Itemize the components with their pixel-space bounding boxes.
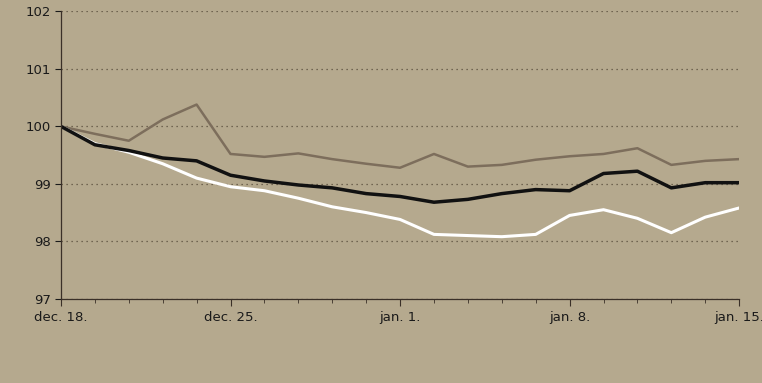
PLN/EUR [192,159,201,163]
CZK/EUR [192,102,201,107]
HUF/EUR [531,232,540,237]
Line: HUF/EUR: HUF/EUR [61,126,739,237]
CZK/EUR [56,124,66,129]
Line: CZK/EUR: CZK/EUR [61,105,739,168]
CZK/EUR [260,154,269,159]
HUF/EUR [124,150,133,155]
PLN/EUR [293,183,303,187]
CZK/EUR [565,154,575,159]
Line: PLN/EUR: PLN/EUR [61,126,739,202]
HUF/EUR [361,210,370,215]
HUF/EUR [701,215,710,219]
HUF/EUR [632,216,642,221]
CZK/EUR [497,163,506,167]
HUF/EUR [192,176,201,180]
CZK/EUR [293,151,303,155]
PLN/EUR [735,180,744,185]
PLN/EUR [90,142,99,147]
PLN/EUR [429,200,438,205]
CZK/EUR [701,159,710,163]
CZK/EUR [632,146,642,151]
HUF/EUR [667,230,676,235]
PLN/EUR [124,148,133,153]
HUF/EUR [328,205,337,209]
CZK/EUR [531,157,540,162]
HUF/EUR [429,232,438,237]
HUF/EUR [260,188,269,193]
HUF/EUR [565,213,575,218]
PLN/EUR [260,179,269,183]
PLN/EUR [565,188,575,193]
HUF/EUR [497,234,506,239]
PLN/EUR [497,191,506,196]
HUF/EUR [395,217,405,222]
CZK/EUR [667,163,676,167]
PLN/EUR [531,187,540,192]
PLN/EUR [361,191,370,196]
HUF/EUR [56,124,66,129]
CZK/EUR [226,152,235,156]
HUF/EUR [90,141,99,146]
PLN/EUR [599,171,608,176]
HUF/EUR [735,206,744,210]
PLN/EUR [701,180,710,185]
PLN/EUR [226,173,235,177]
HUF/EUR [158,162,168,166]
CZK/EUR [463,164,472,169]
CZK/EUR [395,165,405,170]
PLN/EUR [56,124,66,129]
PLN/EUR [395,194,405,199]
PLN/EUR [328,185,337,190]
CZK/EUR [90,131,99,136]
HUF/EUR [599,208,608,212]
CZK/EUR [735,157,744,161]
HUF/EUR [463,233,472,238]
PLN/EUR [632,169,642,173]
CZK/EUR [429,152,438,156]
PLN/EUR [158,156,168,160]
HUF/EUR [293,196,303,201]
CZK/EUR [124,138,133,143]
CZK/EUR [361,162,370,166]
CZK/EUR [158,117,168,122]
HUF/EUR [226,184,235,189]
PLN/EUR [667,185,676,190]
CZK/EUR [599,152,608,156]
PLN/EUR [463,197,472,201]
CZK/EUR [328,157,337,161]
